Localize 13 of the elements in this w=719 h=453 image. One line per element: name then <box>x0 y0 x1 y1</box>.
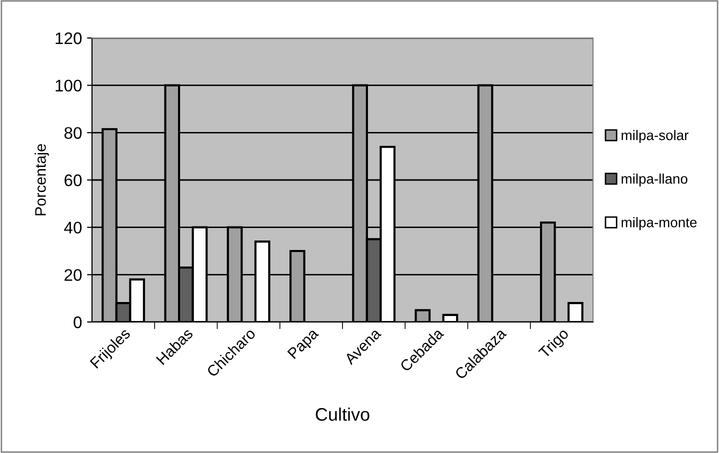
y-tick-label: 60 <box>64 174 82 186</box>
y-tick-label: 0 <box>74 316 82 328</box>
y-tick-label: 120 <box>56 32 82 44</box>
x-tick-label: Trigo <box>538 327 572 361</box>
y-tick-label: 40 <box>64 222 82 234</box>
legend-label: milpa-monte <box>622 217 697 230</box>
y-axis-title: Porcentaje <box>34 144 49 216</box>
y-tick-label: 80 <box>64 127 82 139</box>
legend-label: milpa-solar <box>622 130 688 143</box>
y-tick-label: 20 <box>64 269 82 281</box>
legend-label: milpa-llano <box>622 174 688 187</box>
x-axis-title: Cultivo <box>316 408 370 421</box>
y-tick-label: 100 <box>56 80 82 92</box>
